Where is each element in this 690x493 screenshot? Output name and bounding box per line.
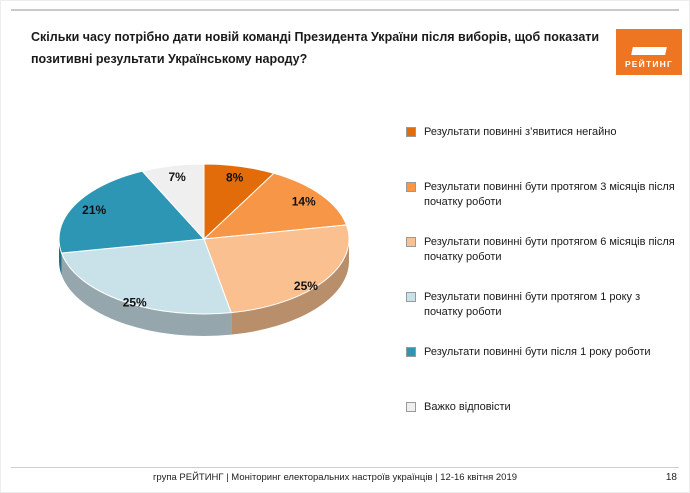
top-divider bbox=[11, 9, 679, 11]
pie-slice bbox=[202, 172, 348, 240]
pie-slice bbox=[58, 170, 206, 254]
legend-swatch bbox=[406, 347, 416, 357]
legend-swatch bbox=[406, 402, 416, 412]
bottom-divider bbox=[11, 467, 679, 468]
pie-slice bbox=[60, 238, 232, 315]
pie-percent-label: 14% bbox=[292, 195, 316, 209]
legend-label: Важко відповісти bbox=[424, 401, 511, 413]
legend-item: Результати повинні бути протягом 6 місяц… bbox=[406, 235, 681, 266]
chart-title: Скільки часу потрібно дати новій команді… bbox=[31, 30, 600, 66]
pie-percent-label: 21% bbox=[82, 203, 106, 217]
legend-swatch bbox=[406, 292, 416, 302]
legend-label: Результати повинні бути після 1 року роб… bbox=[424, 346, 651, 358]
pie-slice-side bbox=[231, 239, 349, 335]
legend-item: Результати повинні бути після 1 року роб… bbox=[406, 345, 651, 360]
legend-item: Важко відповісти bbox=[406, 400, 511, 415]
legend-item: Результати повинні з’явитися негайно bbox=[406, 125, 616, 140]
footer-text: група РЕЙТИНГ | Моніторинг електоральних… bbox=[152, 472, 518, 483]
pie-chart: 8% 14% 25% 25% 21% 7% bbox=[58, 163, 350, 336]
legend-swatch bbox=[406, 182, 416, 192]
legend-label: Результати повинні бути протягом 3 місяц… bbox=[424, 181, 675, 209]
rating-logo-mark-icon bbox=[631, 47, 667, 55]
pie-chart-area: 8% 14% 25% 25% 21% 7% bbox=[19, 139, 379, 374]
pie-percent-label: 25% bbox=[294, 279, 318, 293]
legend: Результати повинні з’явитися негайно Резу… bbox=[406, 125, 681, 435]
legend-label: Результати повинні бути протягом 1 року … bbox=[424, 291, 641, 319]
pie-slice-side bbox=[61, 253, 232, 336]
legend-swatch bbox=[406, 127, 416, 137]
pie-percent-label: 7% bbox=[168, 170, 186, 184]
pie-percent-label: 25% bbox=[123, 296, 147, 310]
pie-slice bbox=[203, 224, 350, 314]
rating-logo: РЕЙТИНГ bbox=[616, 29, 682, 75]
legend-label: Результати повинні бути протягом 6 місяц… bbox=[424, 236, 675, 264]
page-number: 18 bbox=[665, 472, 677, 483]
legend-swatch bbox=[406, 237, 416, 247]
legend-item: Результати повинні бути протягом 1 року … bbox=[406, 290, 681, 321]
rating-logo-text: РЕЙТИНГ bbox=[624, 59, 674, 69]
legend-item: Результати повинні бути протягом 3 місяц… bbox=[406, 180, 681, 211]
pie-percent-label: 8% bbox=[226, 170, 244, 184]
pie-slice bbox=[141, 163, 205, 241]
legend-label: Результати повинні з’явитися негайно bbox=[424, 126, 617, 138]
